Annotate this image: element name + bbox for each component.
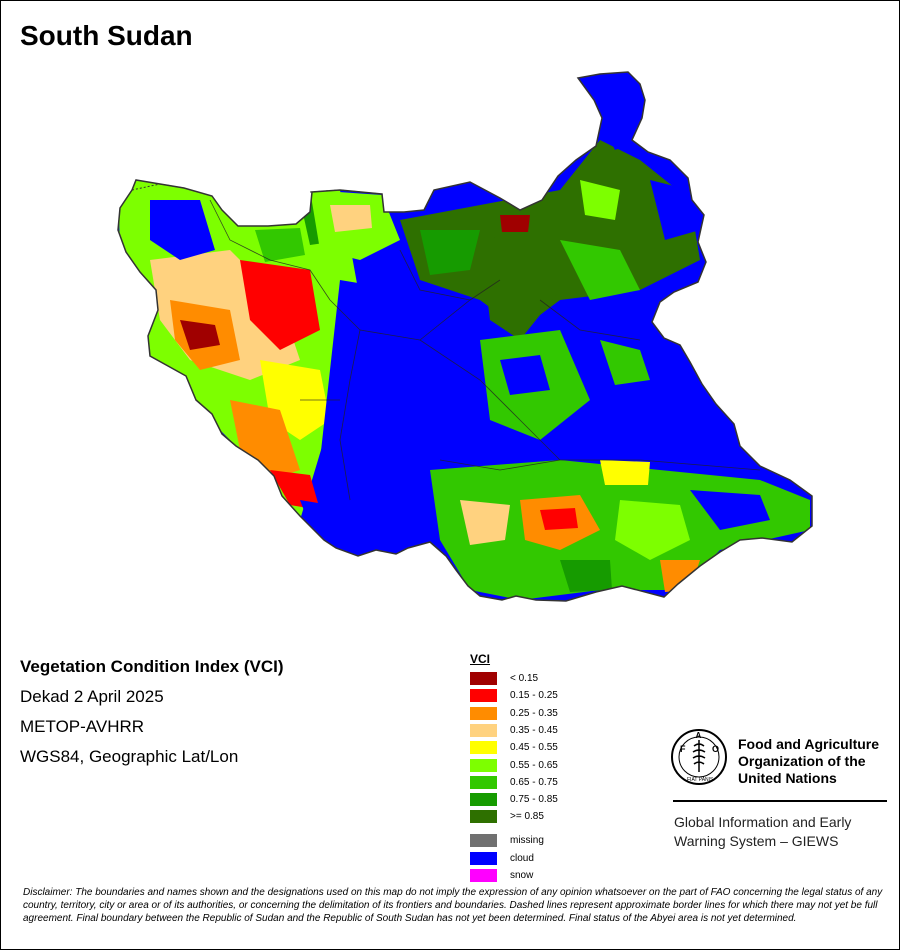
fao-block: F A O FIAT PANIS Food and Agriculture Or… bbox=[670, 728, 890, 858]
legend-swatch bbox=[470, 810, 497, 824]
fao-logo-motto: FIAT PANIS bbox=[687, 777, 714, 783]
legend-item: 0.65 - 0.75 bbox=[470, 775, 590, 790]
legend-swatch bbox=[470, 793, 497, 807]
legend-label: cloud bbox=[510, 852, 534, 864]
product-title: Vegetation Condition Index (VCI) bbox=[20, 657, 284, 676]
legend-item: 0.15 - 0.25 bbox=[470, 689, 590, 703]
legend-item: < 0.15 bbox=[470, 672, 590, 686]
legend-item: 0.45 - 0.55 bbox=[470, 741, 590, 755]
legend-swatch bbox=[470, 723, 497, 737]
legend-item: 0.55 - 0.65 bbox=[470, 758, 590, 773]
legend-label: snow bbox=[510, 870, 534, 881]
legend-item: cloud bbox=[470, 851, 590, 866]
sensor-label: METOP-AVHRR bbox=[20, 717, 145, 736]
legend-item: snow bbox=[470, 869, 590, 883]
legend-swatch bbox=[470, 869, 497, 882]
legend-swatch bbox=[470, 689, 497, 703]
disputed-borders bbox=[131, 183, 385, 213]
divider bbox=[673, 800, 887, 802]
legend-label: 0.35 - 0.45 bbox=[510, 724, 558, 736]
legend-swatch bbox=[470, 672, 497, 685]
fao-logo-icon: F A O FIAT PANIS bbox=[671, 729, 727, 785]
legend-item: 0.35 - 0.45 bbox=[470, 723, 590, 738]
legend-label: >= 0.85 bbox=[510, 811, 544, 823]
projection-label: WGS84, Geographic Lat/Lon bbox=[20, 747, 239, 766]
legend-label: < 0.15 bbox=[510, 673, 539, 684]
legend-label: 0.45 - 0.55 bbox=[510, 742, 558, 754]
fao-logo-text-o: O bbox=[712, 744, 719, 754]
legend-swatch bbox=[470, 706, 497, 720]
legend-swatch bbox=[470, 851, 497, 865]
fao-logo-text-a: A bbox=[696, 731, 702, 740]
period-label: Dekad 2 April 2025 bbox=[20, 687, 164, 706]
legend-swatch bbox=[470, 758, 497, 772]
vci-legend: VCI < 0.15 0.15 - 0.25 0.25 - 0.35 0.35 - 0… bbox=[470, 652, 600, 892]
fao-logo-text-f: F bbox=[680, 744, 686, 754]
legend-title: VCI bbox=[470, 652, 491, 666]
disclaimer: Disclaimer: The boundaries and names sho… bbox=[23, 887, 883, 924]
legend-swatch bbox=[470, 741, 497, 755]
vci-raster bbox=[118, 72, 812, 601]
legend-label: 0.55 - 0.65 bbox=[510, 759, 558, 771]
giews-label: Global Information and Early Warning Sys… bbox=[674, 814, 852, 849]
map-title: South Sudan bbox=[20, 20, 193, 51]
legend-swatch bbox=[470, 775, 497, 789]
legend-label: 0.25 - 0.35 bbox=[510, 707, 558, 719]
legend-item: missing bbox=[470, 834, 590, 848]
legend-label: 0.75 - 0.85 bbox=[510, 794, 558, 806]
legend-item: 0.75 - 0.85 bbox=[470, 793, 590, 807]
state-boundaries bbox=[209, 199, 761, 501]
legend-item: 0.25 - 0.35 bbox=[470, 706, 590, 721]
vci-map bbox=[117, 71, 813, 602]
legend-label: 0.65 - 0.75 bbox=[510, 776, 558, 788]
country-border bbox=[117, 71, 813, 602]
legend-item: >= 0.85 bbox=[470, 810, 590, 824]
legend-label: 0.15 - 0.25 bbox=[510, 690, 558, 702]
legend-label: missing bbox=[510, 835, 544, 846]
legend-swatch bbox=[470, 834, 497, 847]
organization-name: Food and Agriculture Organization of the… bbox=[738, 736, 880, 786]
